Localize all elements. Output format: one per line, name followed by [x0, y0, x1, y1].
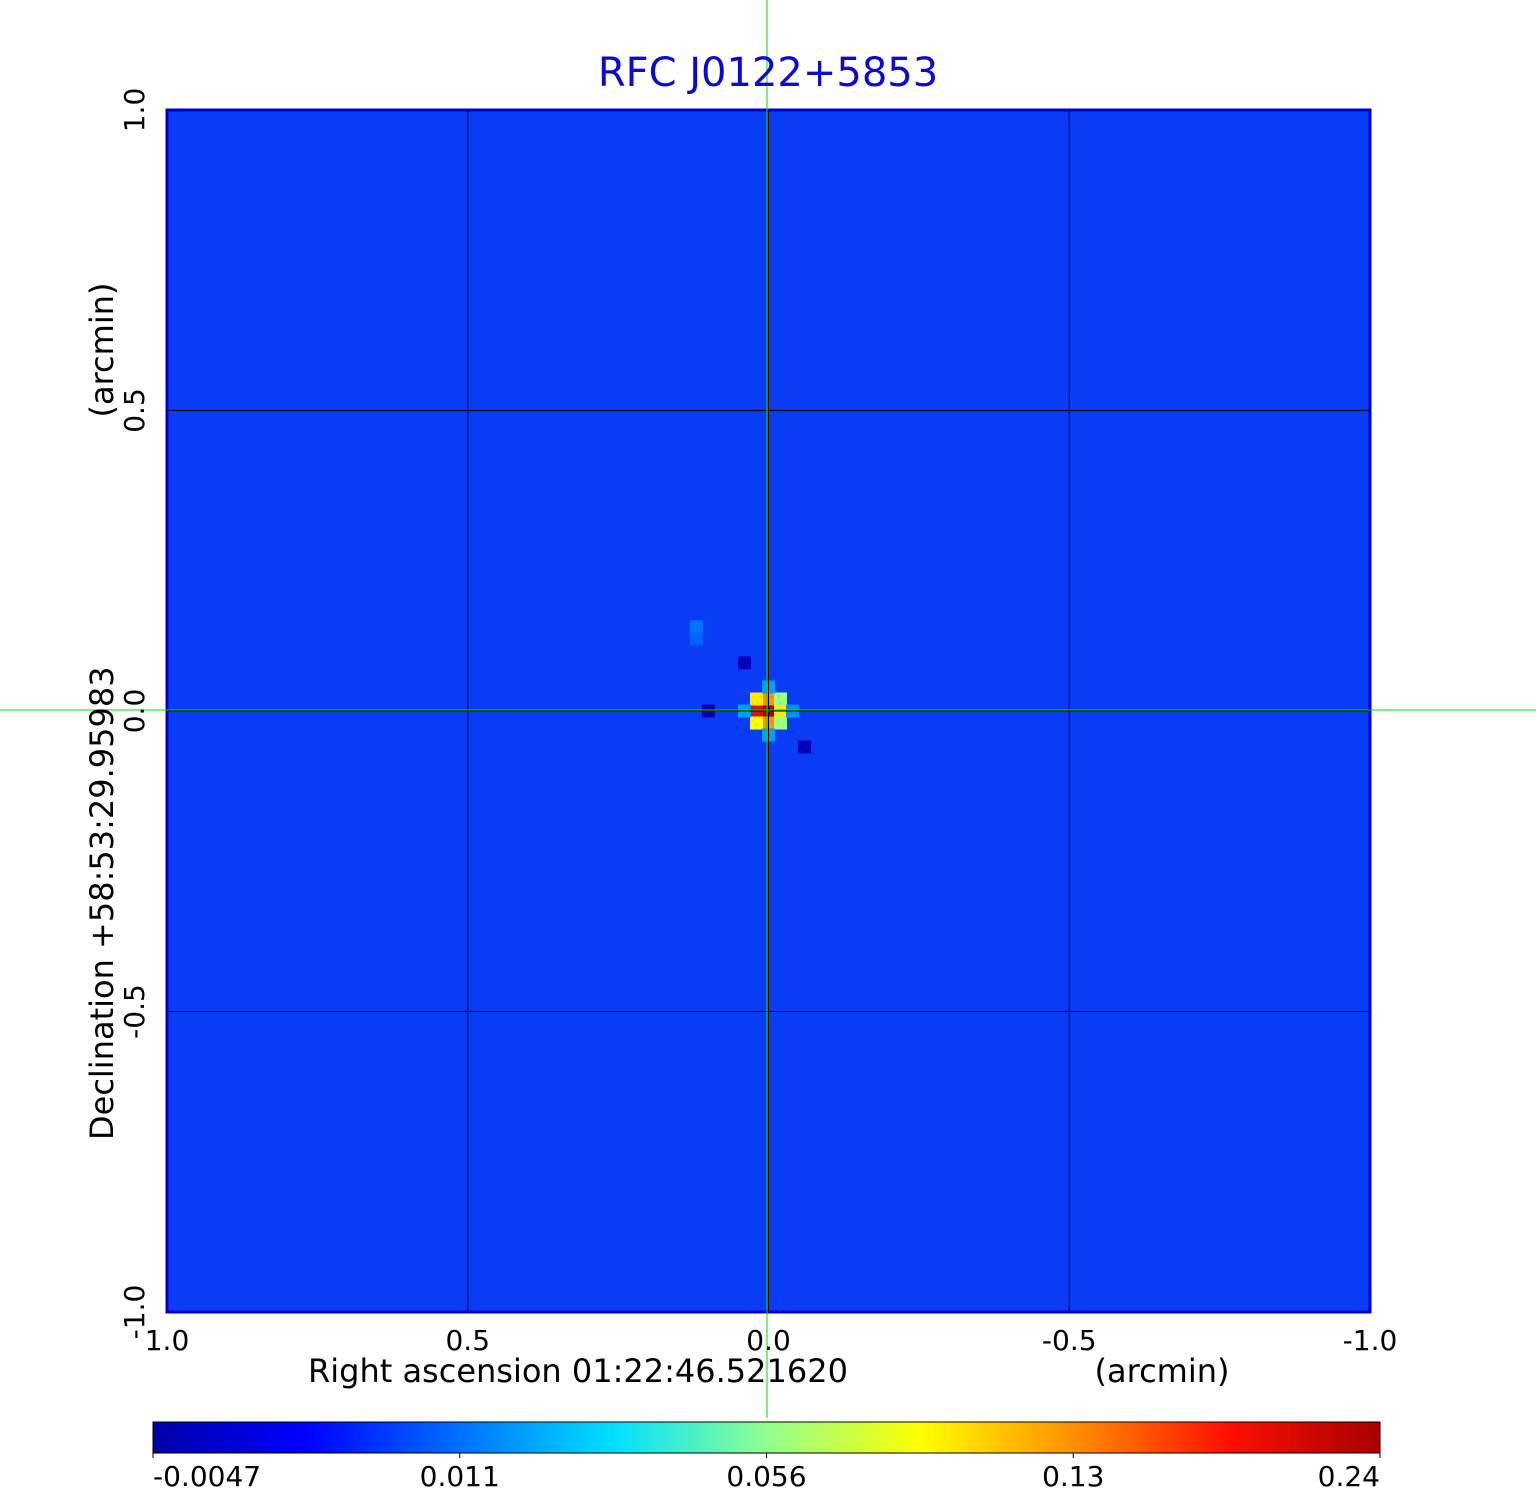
colorbar-tick-label: 0.056 — [726, 1460, 806, 1493]
colorbar — [152, 1421, 1381, 1454]
heatmap-cell — [774, 692, 788, 706]
y-tick-label: 0.0 — [118, 689, 151, 734]
x-tick-label: 1.0 — [145, 1324, 190, 1357]
heatmap-cell — [798, 740, 812, 754]
heatmap-cell — [737, 656, 751, 670]
x-tick-label: -0.5 — [1042, 1324, 1097, 1357]
x-tick-label: 0.5 — [445, 1324, 490, 1357]
heatmap-cell — [689, 632, 703, 646]
y-axis-label: Declination +58:53:29.95983 — [83, 666, 121, 1140]
x-axis-unit: (arcmin) — [1095, 1352, 1230, 1390]
heatmap-cell — [774, 716, 788, 730]
x-tick-label: 0.0 — [746, 1324, 791, 1357]
colorbar-tick-label: 0.011 — [420, 1460, 500, 1493]
colorbar-tick-label: 0.24 — [1318, 1460, 1380, 1493]
x-axis-label: Right ascension 01:22:46.521620 — [308, 1352, 848, 1390]
heatmap-cell — [749, 716, 763, 730]
y-tick-label: 0.5 — [118, 388, 151, 433]
colorbar-tick-label: 0.13 — [1042, 1460, 1104, 1493]
y-tick-label: 1.0 — [118, 88, 151, 133]
colorbar-tick-label: -0.0047 — [153, 1460, 261, 1493]
y-tick-label: -0.5 — [118, 984, 151, 1039]
x-tick-label: -1.0 — [1343, 1324, 1398, 1357]
chart-title: RFC J0122+5853 — [598, 50, 938, 96]
heatmap-cell — [749, 692, 763, 706]
plot-frame — [165, 108, 1372, 1314]
y-tick-label: -1.0 — [118, 1285, 151, 1340]
y-axis-unit: (arcmin) — [83, 283, 121, 418]
heatmap-cell — [689, 620, 703, 634]
